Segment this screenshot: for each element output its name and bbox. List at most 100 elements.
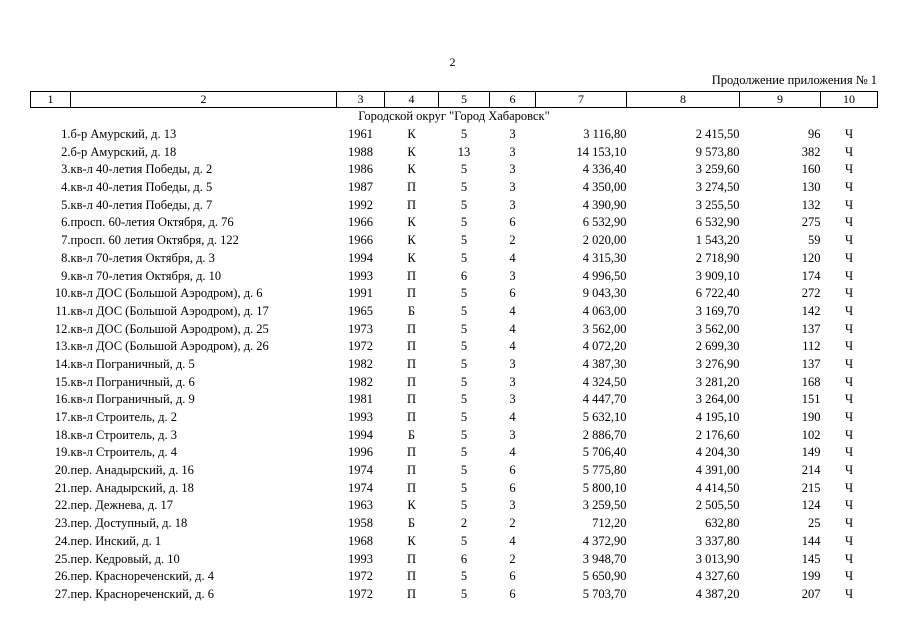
row-type-cell: П [406,197,417,212]
row-mark-cell: Ч [844,180,854,195]
row-residents-cell: 137 [801,356,821,371]
row-floors-cell: 5 [460,445,468,460]
row-year-cell: 1966 [348,233,373,248]
table-row: 13. кв-л ДОС (Большой Аэродром), д. 26 1… [31,338,878,356]
table-row: 1. б-р Амурский, д. 13 1961 К 5 3 3 116,… [31,126,878,144]
row-entrances-cell: 6 [509,463,516,478]
header-col-3: 3 [336,91,385,108]
table-row: 14. кв-л Пограничный, д. 5 1982 П 5 3 4 … [31,356,878,374]
row-residents-cell: 160 [801,162,821,177]
row-entrances-cell: 4 [509,533,516,548]
row-number-cell: 26. [54,569,71,584]
row-type-cell: П [406,551,417,566]
row-mark-cell: Ч [844,480,854,495]
row-floors-cell: 5 [460,569,468,584]
row-type-cell: П [406,392,417,407]
row-number-cell: 6. [61,215,71,230]
table-row: 2. б-р Амурский, д. 18 1988 К 13 3 14 15… [31,143,878,161]
row-type-cell: К [407,215,416,230]
row-residents-cell: 199 [801,569,821,584]
row-year-cell: 1982 [348,374,373,389]
row-number-cell: 5. [61,197,71,212]
row-entrances-cell: 4 [509,410,516,425]
row-total-area-cell: 4 447,70 [582,392,627,407]
row-year-cell: 1993 [348,551,373,566]
row-mark-cell: Ч [844,374,854,389]
row-floors-cell: 5 [460,215,468,230]
row-mark-cell: Ч [844,250,854,265]
row-total-area-cell: 4 372,90 [582,533,627,548]
row-living-area-cell: 4 195,10 [695,410,740,425]
row-residents-cell: 272 [801,286,821,301]
row-number-cell: 22. [54,498,71,513]
row-mark-cell: Ч [844,427,854,442]
row-total-area-cell: 3 562,00 [582,321,627,336]
row-number-cell: 25. [54,551,71,566]
row-residents-cell: 59 [808,233,821,248]
table-row: 25. пер. Кедровый, д. 10 1993 П 6 2 3 94… [31,550,878,568]
row-number-cell: 12. [54,321,71,336]
row-floors-cell: 5 [460,586,468,601]
row-mark-cell: Ч [844,215,854,230]
row-year-cell: 1988 [348,144,373,159]
table-row: 20. пер. Анадырский, д. 16 1974 П 5 6 5 … [31,462,878,480]
row-address-cell: кв-л 40-летия Победы, д. 7 [70,197,213,212]
row-mark-cell: Ч [844,268,854,283]
row-mark-cell: Ч [844,498,854,513]
row-entrances-cell: 3 [509,162,516,177]
row-number-cell: 9. [61,268,71,283]
row-residents-cell: 215 [801,480,821,495]
header-col-1: 1 [30,91,71,108]
row-total-area-cell: 2 886,70 [582,427,627,442]
row-number-cell: 7. [61,233,71,248]
row-address-cell: кв-л ДОС (Большой Аэродром), д. 26 [70,339,269,354]
header-col-9: 9 [739,91,821,108]
header-col-7: 7 [535,91,627,108]
row-residents-cell: 137 [801,321,821,336]
row-address-cell: кв-л Пограничный, д. 6 [70,374,195,389]
row-address-cell: пер. Краснореченский, д. 6 [70,586,214,601]
header-col-4: 4 [384,91,439,108]
row-floors-cell: 5 [460,250,468,265]
row-floors-cell: 5 [460,392,468,407]
row-floors-cell: 5 [460,162,468,177]
table-row: 6. просп. 60-летия Октября, д. 76 1966 К… [31,214,878,232]
row-address-cell: пер. Анадырский, д. 16 [70,463,194,478]
row-floors-cell: 5 [460,303,468,318]
row-total-area-cell: 5 800,10 [582,480,627,495]
row-type-cell: П [406,180,417,195]
row-address-cell: пер. Краснореченский, д. 4 [70,569,214,584]
row-mark-cell: Ч [844,144,854,159]
row-floors-cell: 5 [460,498,468,513]
header-col-5: 5 [438,91,490,108]
row-mark-cell: Ч [844,162,854,177]
row-address-cell: кв-л 40-летия Победы, д. 5 [70,180,213,195]
table-row: 27. пер. Краснореченский, д. 6 1972 П 5 … [31,586,878,604]
row-mark-cell: Ч [844,586,854,601]
row-entrances-cell: 3 [509,127,516,142]
row-total-area-cell: 5 706,40 [582,445,627,460]
row-year-cell: 1966 [348,215,373,230]
row-address-cell: кв-л ДОС (Большой Аэродром), д. 17 [70,303,269,318]
table-row: 19. кв-л Строитель, д. 4 1996 П 5 4 5 70… [31,444,878,462]
row-number-cell: 20. [54,463,71,478]
row-total-area-cell: 4 315,30 [582,250,627,265]
row-living-area-cell: 2 415,50 [695,127,740,142]
row-living-area-cell: 2 505,50 [695,498,740,513]
row-entrances-cell: 2 [509,516,516,531]
row-entrances-cell: 3 [509,498,516,513]
table-row: 16. кв-л Пограничный, д. 9 1981 П 5 3 4 … [31,391,878,409]
row-entrances-cell: 3 [509,197,516,212]
row-living-area-cell: 4 387,20 [695,586,740,601]
row-total-area-cell: 3 259,50 [582,498,627,513]
row-entrances-cell: 4 [509,321,516,336]
row-residents-cell: 124 [801,498,821,513]
row-year-cell: 1987 [348,180,373,195]
row-address-cell: кв-л Пограничный, д. 5 [70,356,195,371]
row-type-cell: П [406,321,417,336]
row-address-cell: кв-л Строитель, д. 3 [70,427,178,442]
row-address-cell: пер. Инский, д. 1 [70,533,162,548]
row-entrances-cell: 4 [509,445,516,460]
row-year-cell: 1991 [348,286,373,301]
